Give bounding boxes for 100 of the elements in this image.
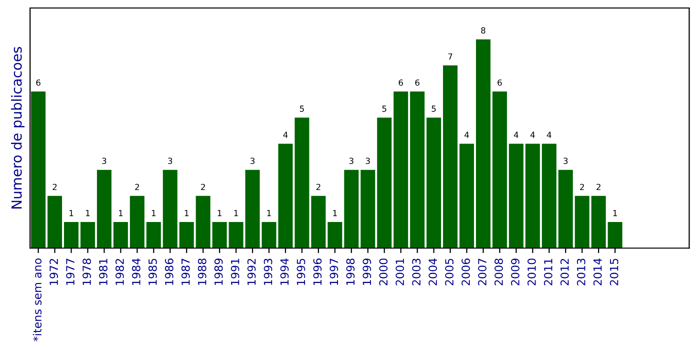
data-label: 1	[86, 210, 90, 216]
bar	[31, 92, 46, 248]
x-tick-label: 1972	[50, 258, 58, 285]
bar	[344, 170, 359, 248]
data-label: 1	[234, 210, 238, 216]
data-label: 5	[432, 106, 436, 112]
data-label: 3	[102, 158, 106, 164]
bar	[294, 118, 310, 248]
x-tick-label: 2008	[494, 258, 503, 286]
x-tick-label: 1977	[66, 258, 74, 285]
data-label: 2	[316, 184, 320, 190]
x-tick-label: 1991	[230, 258, 240, 285]
data-label: 3	[366, 158, 370, 164]
x-tick-label: 2010	[527, 258, 536, 286]
x-tick-label: 2012	[560, 258, 569, 286]
data-label: 2	[201, 184, 205, 190]
data-label: 2	[52, 184, 57, 190]
bar	[410, 92, 425, 248]
data-label: 1	[218, 210, 222, 216]
x-tick-label: 2006	[462, 258, 470, 286]
bar	[212, 222, 227, 248]
x-tick-label: 1987	[181, 258, 190, 285]
x-tick-label: 1997	[330, 258, 338, 285]
bar	[245, 170, 260, 248]
data-label: 6	[498, 79, 502, 86]
x-tick-label: 1994	[280, 258, 289, 285]
x-tick-label: 2014	[593, 258, 602, 286]
data-label: 4	[546, 132, 552, 138]
x-tick-label: 2000	[379, 258, 388, 286]
x-tick-label: 2011	[544, 258, 552, 286]
x-tick-label: 2004	[428, 258, 438, 286]
data-label: 2	[135, 184, 139, 190]
bar	[591, 196, 606, 248]
bar	[377, 118, 392, 248]
data-label: 1	[184, 210, 188, 216]
data-label: 6	[36, 79, 40, 86]
bar	[179, 222, 194, 248]
bar	[64, 222, 79, 248]
bar	[394, 92, 408, 248]
data-label: 5	[382, 106, 386, 112]
data-label: 3	[250, 158, 255, 164]
data-label: 3	[168, 158, 172, 164]
bar	[48, 196, 62, 248]
data-label: 4	[530, 132, 535, 138]
x-tick-label: 1999	[362, 258, 372, 285]
x-tick-label: 2013	[576, 258, 586, 286]
bar	[146, 222, 161, 248]
bar	[130, 196, 144, 248]
x-tick-label: 2003	[412, 258, 421, 286]
x-tick-label: 1985	[148, 258, 157, 285]
x-tick-label: 2005	[445, 258, 454, 286]
x-tick-label: 1978	[82, 258, 91, 285]
bar	[574, 196, 590, 248]
x-tick-label: 2015	[610, 258, 618, 286]
bar	[508, 144, 524, 248]
bar	[460, 144, 474, 248]
x-tick-label: *itens sem ano	[32, 258, 42, 342]
x-tick-label: 2001	[396, 258, 404, 286]
x-tick-label: 2009	[511, 258, 520, 286]
bar	[558, 170, 573, 248]
data-label: 1	[152, 210, 156, 216]
bar	[608, 222, 622, 248]
data-label: 1	[613, 210, 617, 216]
bar	[311, 196, 326, 248]
x-tick-label: 1998	[346, 258, 355, 285]
data-label: 2	[580, 184, 584, 190]
data-label: 1	[333, 210, 337, 216]
bar	[492, 92, 507, 248]
data-label: 4	[464, 132, 469, 138]
bar	[476, 39, 490, 248]
data-label: 3	[349, 158, 354, 164]
data-label: 7	[448, 53, 452, 60]
data-label: 8	[481, 27, 486, 34]
x-tick-label: 1993	[264, 258, 272, 285]
bar	[328, 222, 342, 248]
data-label: 3	[564, 158, 568, 164]
data-label: 6	[415, 79, 420, 86]
bar	[80, 222, 95, 248]
data-label: 6	[398, 79, 403, 86]
x-tick-label: 2007	[478, 258, 486, 286]
bar	[443, 65, 458, 248]
bar	[196, 196, 210, 248]
bar	[228, 222, 244, 248]
x-tick-label: 1984	[132, 258, 140, 285]
data-label: 2	[596, 184, 600, 190]
bar	[360, 170, 376, 248]
x-tick-label: 1981	[99, 258, 108, 285]
x-tick-label: 1996	[313, 258, 322, 285]
data-label: 1	[267, 210, 271, 216]
bar	[426, 118, 442, 248]
bar	[525, 144, 540, 248]
x-tick-label: 1982	[116, 258, 124, 285]
data-label: 5	[300, 106, 304, 112]
x-tick-label: 1986	[164, 258, 174, 285]
data-label: 4	[514, 132, 518, 138]
x-tick-label: 1989	[214, 258, 223, 285]
data-label: 1	[70, 210, 74, 216]
x-tick-label: 1992	[247, 258, 256, 285]
x-tick-label: 1988	[198, 258, 206, 285]
data-label: 1	[118, 210, 123, 216]
